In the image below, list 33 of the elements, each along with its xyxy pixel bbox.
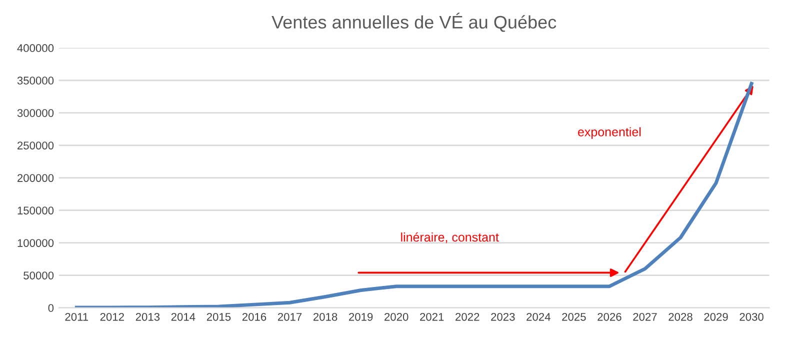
- y-tick-label: 50000: [24, 272, 54, 280]
- x-tick-label: 2011: [65, 312, 88, 321]
- x-tick-label: 2024: [526, 312, 550, 321]
- x-tick-label: 2016: [242, 312, 266, 321]
- x-tick-label: 2012: [100, 312, 124, 321]
- x-tick-label: 2027: [633, 312, 657, 321]
- x-tick-label: 2021: [420, 312, 444, 321]
- y-tick-label: 400000: [17, 44, 54, 52]
- y-tick-label: 200000: [18, 174, 54, 182]
- x-tick-label: 2025: [562, 312, 586, 321]
- x-tick-label: 2030: [740, 312, 764, 321]
- x-tick-label: 2020: [384, 312, 408, 321]
- x-tick-label: 2017: [278, 312, 302, 321]
- x-tick-label: 2023: [491, 312, 515, 321]
- x-tick-label: 2029: [704, 312, 728, 321]
- x-tick-label: 2022: [456, 312, 480, 321]
- x-tick-label: 2013: [136, 312, 160, 321]
- annotation: exponentiel: [578, 127, 641, 139]
- y-tick-label: 250000: [18, 142, 54, 150]
- x-tick-label: 2015: [206, 312, 231, 321]
- y-tick-label: 350000: [17, 76, 54, 85]
- chart-title: Ventes annuelles de VÉ au Québec: [272, 12, 556, 32]
- y-tick-label: 0: [48, 304, 54, 312]
- y-tick-label: 150000: [18, 206, 54, 214]
- x-tick-label: 2018: [313, 312, 338, 321]
- y-tick-label: 100000: [18, 239, 54, 247]
- x-tick-label: 2019: [349, 312, 373, 321]
- y-tick-label: 300000: [17, 109, 54, 117]
- x-tick-label: 2014: [171, 312, 196, 321]
- line-series: [74, 82, 754, 308]
- x-tick-label: 2026: [598, 312, 622, 321]
- x-tick-label: 2028: [668, 312, 692, 321]
- annotation: linéraire, constant: [401, 232, 499, 244]
